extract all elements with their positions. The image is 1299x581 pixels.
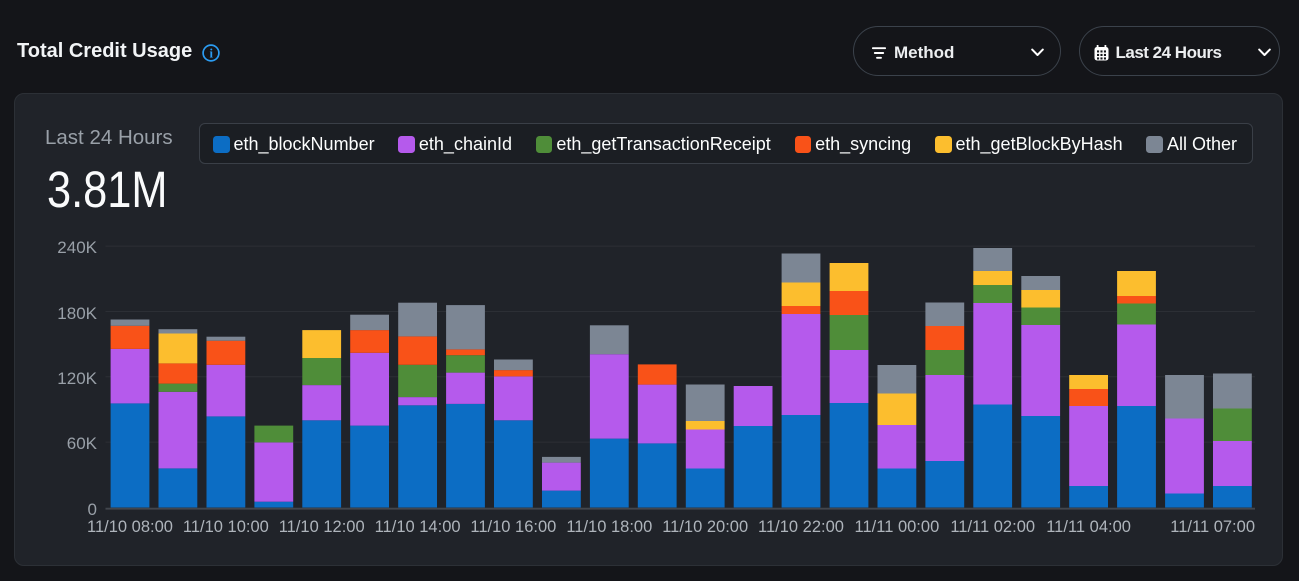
svg-text:i: i bbox=[209, 47, 213, 61]
